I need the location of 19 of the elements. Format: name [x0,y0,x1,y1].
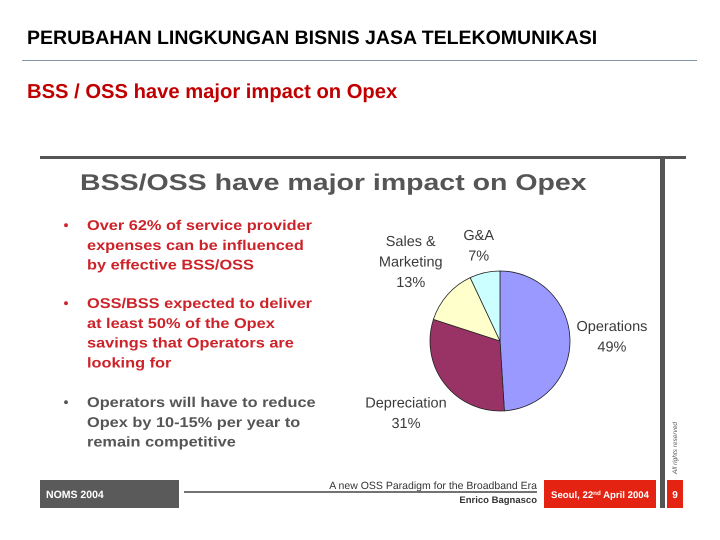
data-label: 7% [468,248,490,265]
text: Seoul, 22$^{nd}$ April 2004 [551,490,650,501]
text: NOMS 2004 [46,489,104,501]
data-label: 13% [396,274,426,291]
text: A new OSS Paradigm for the Broadband Era [329,480,538,492]
text: Operators will have to reduce Opex by 10-15% per year to remain competitive [87,394,316,450]
text: OSS/BSS expected to deliver at least 50% of the Opex savings that Operators are looking for [87,296,312,372]
slice-label: Operations [576,319,648,336]
text: 9 [672,490,678,501]
data-label: 31% [391,416,421,432]
text: Over 62% of service provider expenses can be influenced by effective BSS/OSS [87,218,312,274]
data-label: 49% [597,340,627,356]
slice-label: Depreciation [365,396,447,412]
chart-title: PERUBAHAN LINGKUNGAN BISNIS JASA TELEKOMUNIKASI [27,27,598,49]
slice-label: Sales & Marketing [378,234,443,270]
text: Enrico Bagnasco [459,495,538,506]
text: BSS/OSS have major impact on Opex [80,170,588,196]
chart-subtitle: BSS / OSS have major impact on Opex [27,81,398,103]
slice-label: G&A [463,228,494,244]
